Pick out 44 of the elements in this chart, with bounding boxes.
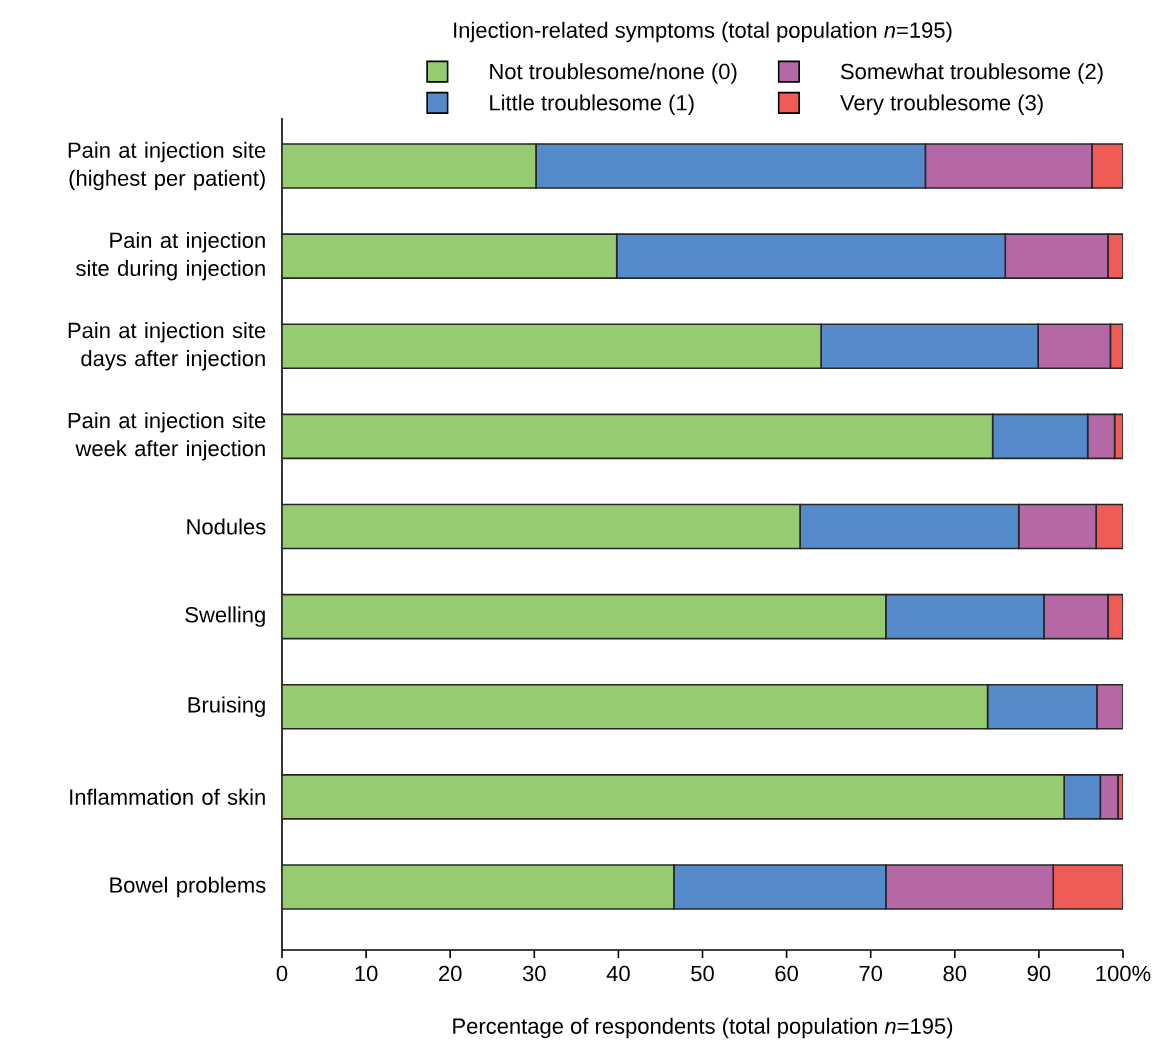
bar	[282, 774, 1065, 820]
y-tick-label: Swelling	[185, 606, 265, 627]
x-tick-label: 90	[1027, 965, 1051, 982]
bar	[282, 864, 675, 910]
bar	[282, 143, 537, 189]
bar	[1043, 593, 1109, 640]
bar	[1037, 323, 1112, 370]
x-tick-label: 100%	[1096, 965, 1151, 982]
y-tick-label: Nodules	[187, 518, 266, 535]
y-tick-label: Bruising	[188, 696, 265, 717]
bar	[282, 593, 887, 640]
bar	[1095, 503, 1123, 550]
y-tick-label: Bowel problems	[110, 876, 266, 898]
x-tick-label: 60	[775, 965, 798, 982]
x-tick-label: 20	[439, 965, 462, 982]
legend-label: Somewhat troublesome (2)	[840, 63, 1103, 84]
x-tick-label: 50	[691, 965, 714, 982]
bar	[1052, 864, 1123, 910]
y-tick-label: Pain at injection site days after injection	[68, 322, 266, 371]
bar	[885, 864, 1054, 910]
x-tick-label: 30	[522, 965, 546, 982]
legend-label: Not troublesome/none (0)	[490, 63, 737, 84]
bar	[1086, 413, 1116, 460]
bar	[282, 503, 801, 550]
x-tick-label: 40	[606, 965, 630, 982]
bar	[1017, 503, 1097, 550]
x-tick-label: 70	[859, 965, 883, 982]
legend-label: Little troublesome (1)	[490, 94, 694, 115]
bar	[282, 323, 822, 370]
bar	[282, 683, 989, 730]
y-tick-label: Pain at injection site during injection	[76, 231, 265, 281]
legend-label: Very troublesome (3)	[840, 94, 1043, 115]
x-tick-label: 0	[276, 965, 288, 982]
bar	[282, 413, 994, 460]
x-tick-label: 10	[355, 965, 378, 982]
y-tick-label: Pain at injection site (highest per patient)	[68, 141, 266, 191]
y-tick-label: Inflammation of skin	[70, 788, 265, 805]
y-tick-label: Pain at injection site week after injection	[68, 412, 266, 461]
x-axis-title: Percentage of respondents (total population n=195)	[453, 1017, 953, 1039]
bar	[924, 143, 1093, 189]
x-tick-label: 80	[943, 965, 967, 982]
bar	[1004, 233, 1109, 279]
bar	[282, 233, 618, 279]
chart-title: Injection-related symptoms (total population n=195)	[454, 21, 952, 43]
